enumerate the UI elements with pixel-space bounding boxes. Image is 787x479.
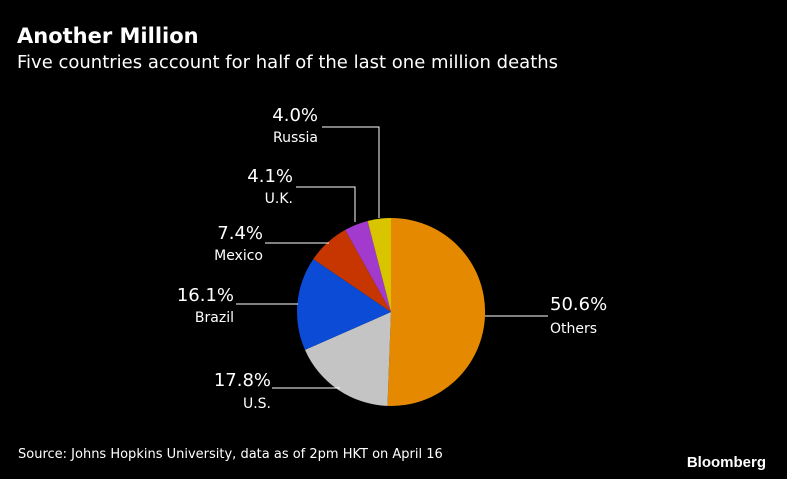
- data-label-u-s: 17.8%: [214, 370, 271, 391]
- data-label-russia: 4.0%: [272, 105, 318, 126]
- category-label-mexico: Mexico: [214, 248, 263, 264]
- pie-slice-russia: [367, 218, 391, 312]
- data-label-others: 50.6%: [550, 294, 607, 315]
- leader-line-russia: [322, 126, 380, 218]
- chart-title: Another Million: [17, 24, 199, 48]
- source-note: Source: Johns Hopkins University, data a…: [18, 447, 443, 462]
- chart-subtitle: Five countries account for half of the l…: [17, 52, 559, 73]
- data-label-u-k: 4.1%: [247, 166, 293, 187]
- leader-line-u-k: [296, 186, 356, 222]
- category-label-russia: Russia: [273, 130, 318, 146]
- pie-slice-u-s: [304, 312, 391, 406]
- data-label-brazil: 16.1%: [177, 285, 234, 306]
- category-label-u-s: U.S.: [243, 396, 271, 412]
- category-label-brazil: Brazil: [195, 310, 234, 326]
- category-label-others: Others: [550, 321, 597, 337]
- pie-slice-u-k: [345, 220, 391, 312]
- pie-slice-mexico: [313, 229, 391, 312]
- pie-slice-brazil: [296, 259, 391, 350]
- bloomberg-logo: Bloomberg: [686, 454, 766, 471]
- data-label-mexico: 7.4%: [217, 223, 263, 244]
- category-label-u-k: U.K.: [265, 191, 293, 207]
- pie-slice-others: [387, 217, 486, 406]
